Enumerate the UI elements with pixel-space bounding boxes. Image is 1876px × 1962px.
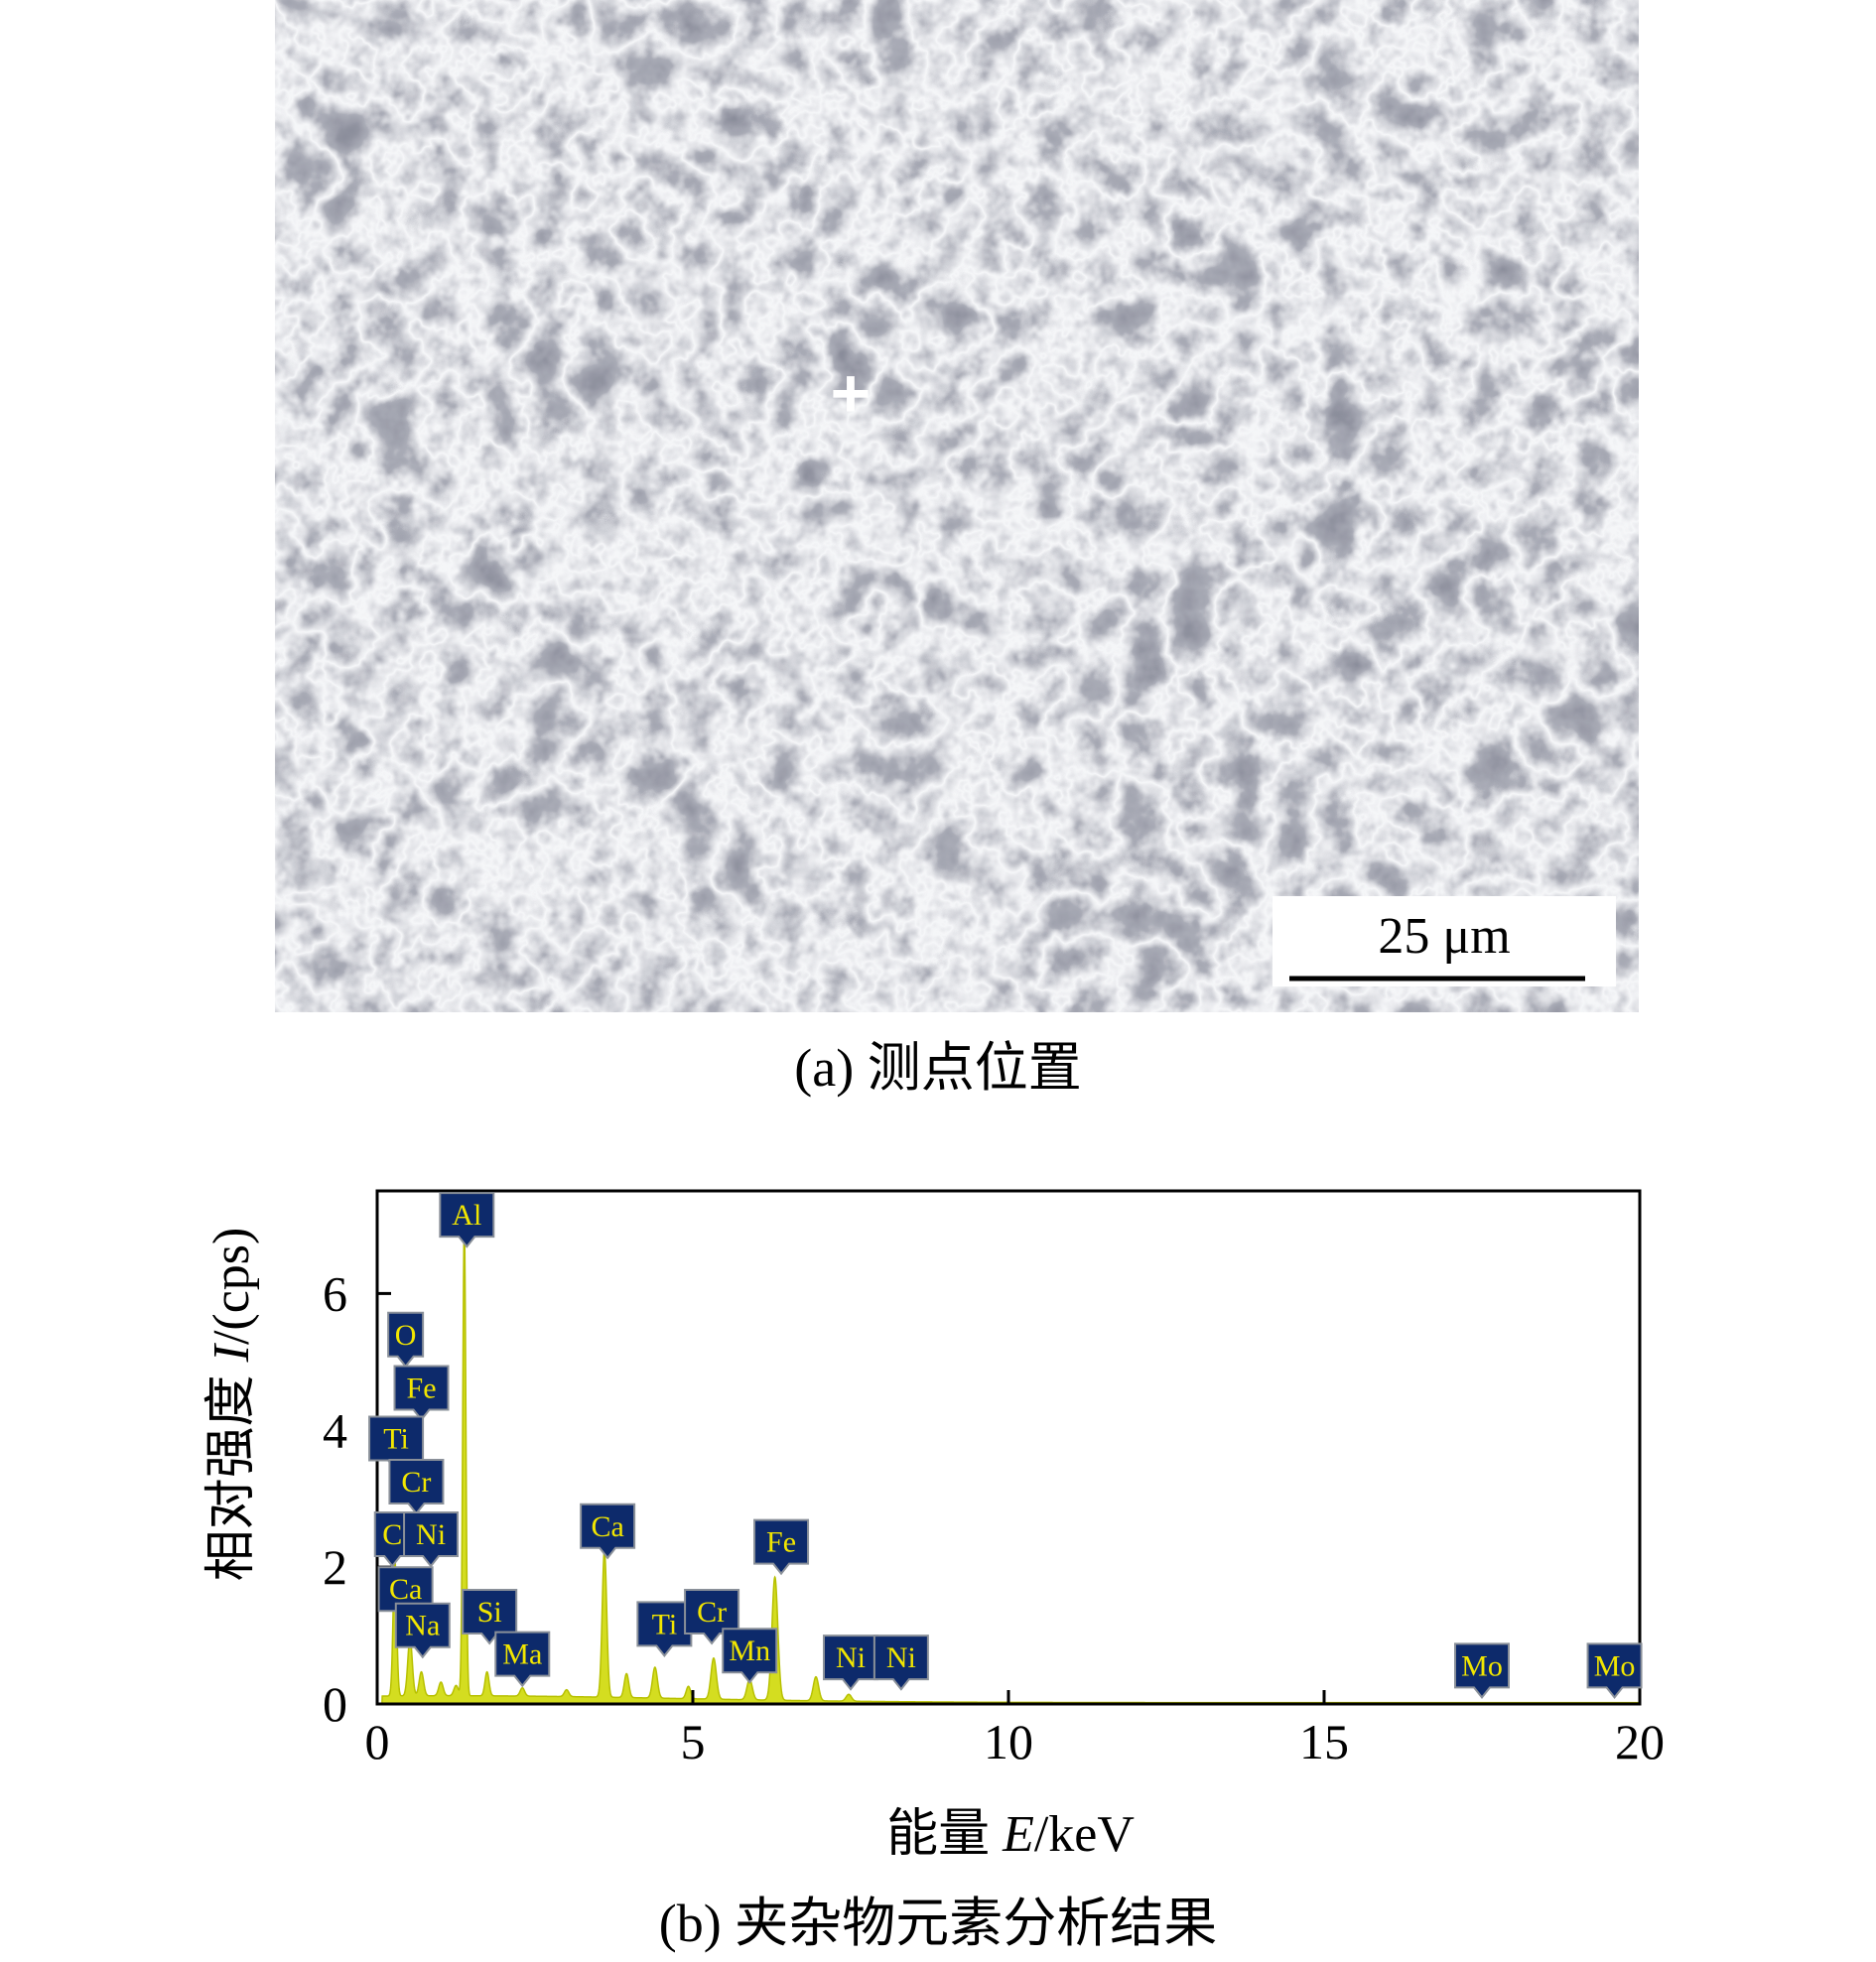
measurement-point-marker: + (831, 354, 871, 432)
peak-label-box (462, 1588, 518, 1645)
peak-label: Ma (494, 1631, 551, 1688)
x-tick-label: 10 (984, 1714, 1033, 1769)
peak-label-box (403, 1511, 460, 1568)
scale-bar-label: 25 μm (1378, 908, 1510, 965)
peak-label-text: Cr (401, 1466, 431, 1499)
peak-label: Mo (1586, 1642, 1643, 1699)
peak-label: Ni (823, 1635, 878, 1691)
peak-label-text: Mo (1461, 1649, 1503, 1682)
peak-label: Fe (753, 1518, 810, 1576)
peak-label-text: Fe (407, 1373, 437, 1405)
peak-label-box (393, 1365, 450, 1422)
y-tick-label: 0 (323, 1676, 347, 1732)
peak-label: Si (462, 1588, 518, 1645)
peak-label-text: Ti (383, 1423, 409, 1456)
plot-frame (375, 1189, 1642, 1706)
peak-label-text: Ni (886, 1641, 916, 1674)
peak-label-text: C (382, 1518, 402, 1551)
peak-label-box (1454, 1642, 1510, 1699)
sem-fine-texture (275, 0, 1639, 1012)
y-axis-title: 相对强度 I/(cps) (203, 1228, 260, 1582)
peak-label-text: Cr (697, 1596, 727, 1629)
peak-label-box (494, 1631, 551, 1688)
peak-label: C (373, 1511, 411, 1568)
scale-bar-background (1273, 896, 1616, 986)
peak-label: Fe (393, 1365, 450, 1422)
peak-label-text: Ca (389, 1573, 422, 1606)
peak-label-text: Mn (729, 1635, 770, 1667)
peak-label: Mn (722, 1628, 778, 1684)
peak-label-box (580, 1503, 636, 1560)
peak-label: O (387, 1311, 425, 1369)
scale-bar: 25 μm (1273, 896, 1616, 986)
peak-label-text: Mo (1594, 1649, 1636, 1682)
peak-label-box (872, 1635, 929, 1691)
peak-label-text: Ti (652, 1608, 678, 1640)
peak-label-box (388, 1458, 445, 1515)
peak-label-text: Ma (502, 1638, 542, 1671)
peak-label: Ti (636, 1601, 693, 1657)
peak-label-box (1586, 1642, 1643, 1699)
peak-label-box (753, 1518, 810, 1576)
x-tick-label: 20 (1615, 1714, 1665, 1769)
peak-label: Ni (403, 1511, 460, 1568)
peak-label-box (722, 1628, 778, 1684)
peak-label: Mo (1454, 1642, 1510, 1699)
peak-label: Na (394, 1602, 451, 1659)
peak-label: Al (439, 1192, 495, 1248)
caption-panel-a: (a) 测点位置 (794, 1038, 1082, 1098)
peak-label-box (394, 1602, 451, 1659)
peak-label-text: Ni (416, 1518, 446, 1551)
peak-label-text: Na (405, 1610, 440, 1642)
y-tick-label: 6 (323, 1265, 347, 1321)
peak-label-text: Si (477, 1596, 502, 1629)
spectrum-area (377, 1227, 1641, 1705)
peak-label-text: Ca (591, 1510, 623, 1543)
sem-micrograph: + 25 μm (275, 0, 1639, 1012)
peak-label-text: Al (452, 1199, 481, 1232)
peak-label: Cr (388, 1458, 445, 1515)
peak-label-text: Ni (836, 1641, 866, 1674)
x-tick-label: 5 (681, 1714, 706, 1769)
x-tick-label: 0 (365, 1714, 390, 1769)
x-axis-title: 能量 E/keV (886, 1806, 1135, 1863)
y-tick-label: 4 (323, 1402, 347, 1458)
y-tick-label: 2 (323, 1539, 347, 1595)
peak-label-text: O (395, 1319, 417, 1352)
peak-label: Ni (872, 1635, 929, 1691)
peak-label-box (439, 1192, 495, 1248)
caption-panel-b: (b) 夹杂物元素分析结果 (658, 1894, 1218, 1953)
x-tick-label: 15 (1299, 1714, 1349, 1769)
peak-label-box (387, 1311, 425, 1369)
peak-label-text: Fe (766, 1526, 796, 1559)
peak-label: Ca (580, 1503, 636, 1560)
